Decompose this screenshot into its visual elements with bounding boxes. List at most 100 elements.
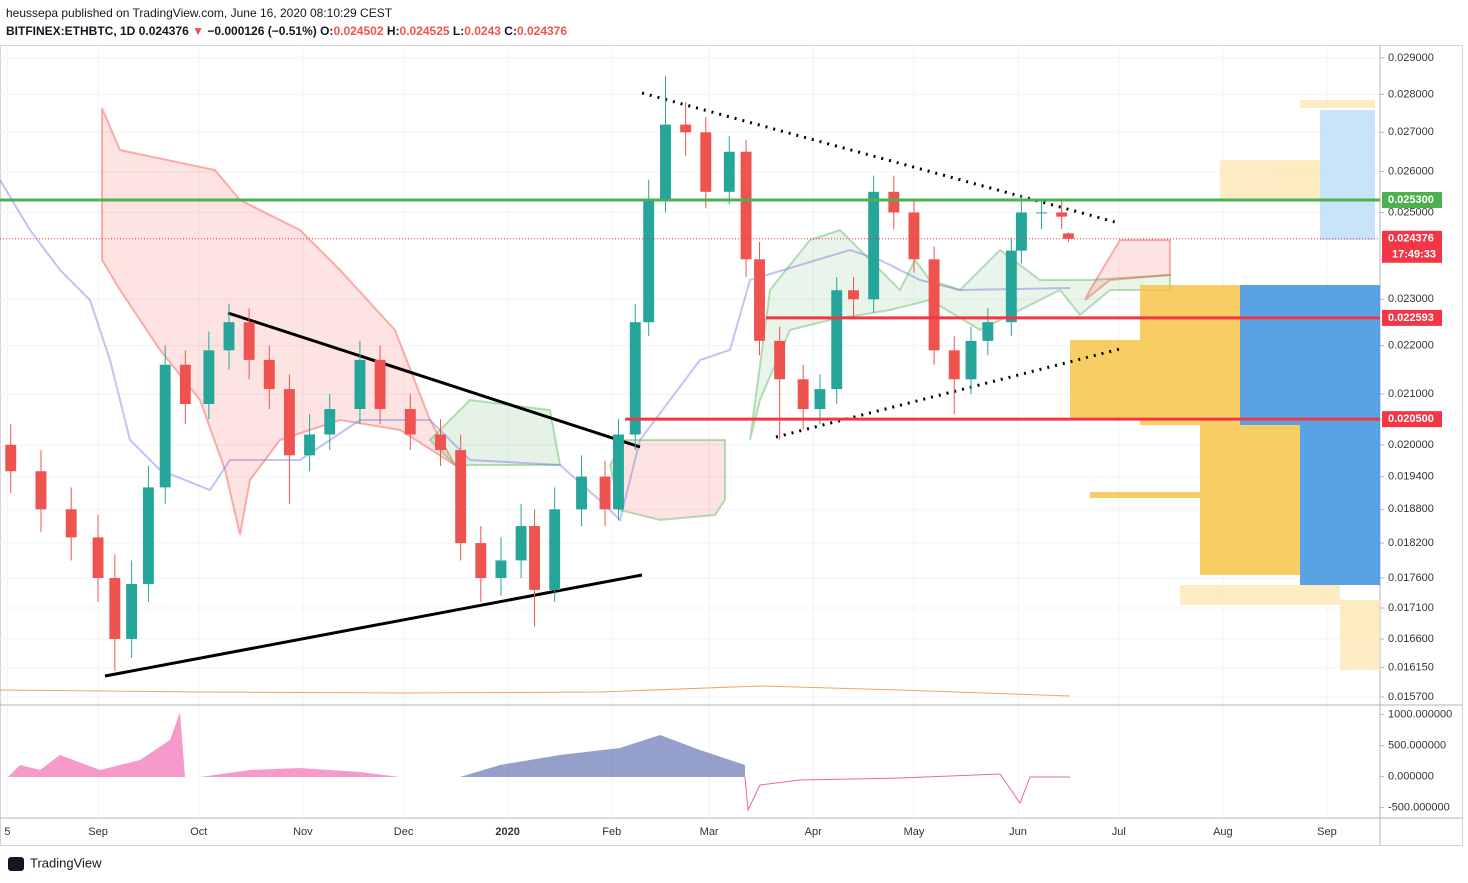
profile-bar (1300, 425, 1380, 585)
brand: TradingView (8, 855, 102, 871)
y-tick-label: 0.018200 (1388, 537, 1434, 549)
candle-body (5, 444, 17, 472)
header: heussepa published on TradingView.com, J… (6, 4, 567, 40)
candle-body (1015, 212, 1027, 251)
candle-body (126, 583, 138, 639)
y-tick-label: 0.020000 (1388, 439, 1434, 451)
ohlc-label: H: (386, 24, 400, 38)
profile-bar (1300, 100, 1375, 108)
candle-body (965, 340, 977, 380)
candle-body (680, 124, 692, 133)
candle-body (831, 290, 843, 390)
candle-body (455, 450, 467, 544)
ohlc-value: 0.0243 (464, 24, 501, 38)
change-arrow: ▼ (192, 24, 204, 38)
ohlc-label: C: (504, 24, 517, 38)
profile-bar (1180, 585, 1340, 605)
candle-body (142, 487, 154, 584)
candle-body (515, 526, 527, 561)
candle-body (1056, 212, 1068, 217)
candle-body (223, 322, 235, 351)
oscillator (8, 712, 1070, 812)
volume-profile (1070, 100, 1380, 670)
y-tick-label: 0.016600 (1388, 633, 1434, 645)
x-tick-label: 2020 (495, 826, 519, 838)
candle-body (613, 434, 624, 510)
candle-body (599, 476, 611, 510)
candle-body (65, 509, 77, 538)
oscillator-area (460, 735, 745, 777)
level-label: 0.022593 (1388, 312, 1434, 324)
profile-bar (1320, 110, 1375, 240)
y-tick-label: 0.025000 (1388, 206, 1434, 218)
ohlc-value: 0.024376 (516, 24, 568, 38)
symbol: BITFINEX:ETHBTC, 1D (6, 24, 136, 38)
x-tick-label: Sep (1317, 826, 1337, 838)
x-tick-label: Feb (602, 826, 621, 838)
candle-body (549, 509, 561, 590)
y-tick-label: 0.028000 (1388, 88, 1434, 100)
candle-body (1036, 212, 1048, 214)
y-tick-label: 0.029000 (1388, 52, 1434, 64)
candle-body (868, 191, 880, 300)
x-tick-label: Apr (805, 826, 822, 838)
candle-body (179, 364, 191, 405)
ohlc-value: 0.024502 (333, 24, 384, 38)
candle-body (92, 537, 104, 579)
ohlc-value: 0.024525 (399, 24, 450, 38)
profile-bar (1090, 492, 1210, 498)
level-label-box (1382, 411, 1442, 428)
last-price-label: 0.024376 (1388, 233, 1434, 245)
candle-body (495, 560, 507, 579)
candle-body (304, 434, 316, 456)
candle-body (283, 389, 295, 456)
candle-body (643, 200, 655, 323)
logo (8, 857, 24, 871)
quote-line: BITFINEX:ETHBTC, 1D 0.024376 ▼ −0.000126… (6, 22, 567, 40)
cloud-red (608, 439, 726, 522)
ohlc-label: O: (320, 24, 334, 38)
candle-body (263, 359, 275, 390)
candle-body (1005, 250, 1017, 323)
y-tick-label: 1000.000000 (1388, 709, 1452, 721)
candle-body (848, 290, 859, 300)
x-tick-label: May (904, 826, 925, 838)
candle-body (797, 379, 809, 410)
candle-body (629, 322, 641, 435)
candle-body (814, 389, 826, 410)
cloud-green (428, 398, 562, 466)
candle-body (475, 543, 487, 579)
candle-body (754, 259, 765, 341)
candle-body (660, 124, 671, 201)
profile-bar (1070, 340, 1240, 420)
y-tick-label: 0.023000 (1388, 293, 1434, 305)
candle-body (354, 359, 366, 410)
trend-line (227, 311, 641, 449)
last-price: 0.024376 (138, 24, 189, 38)
y-tick-label: 0.015700 (1388, 691, 1434, 703)
candle-body (374, 359, 386, 410)
level-label: 0.025300 (1388, 194, 1434, 206)
candle-body (948, 350, 960, 380)
y-tick-label: 0.026000 (1388, 165, 1434, 177)
x-tick-label: Sep (88, 826, 108, 838)
x-tick-label: Aug (1213, 826, 1233, 838)
x-tick-label: Mar (700, 826, 719, 838)
y-tick-label: 0.000000 (1388, 771, 1434, 783)
y-tick-label: 0.018800 (1388, 503, 1434, 515)
volume-average (0, 685, 1071, 697)
trend-line (104, 573, 643, 678)
y-tick-label: 0.022000 (1388, 340, 1434, 352)
x-tick-label: Oct (190, 826, 207, 838)
oscillator-line (744, 773, 1070, 812)
candle-body (576, 476, 588, 510)
profile-bar (1200, 425, 1310, 575)
level-label-box (1382, 192, 1442, 209)
brand-name: TradingView (30, 855, 102, 870)
y-tick-label: -500.000000 (1388, 801, 1450, 813)
x-tick-label: Jul (1112, 826, 1126, 838)
x-tick-label: 5 (4, 826, 10, 838)
cloud-red (101, 107, 456, 536)
x-tick-label: Nov (293, 826, 313, 838)
